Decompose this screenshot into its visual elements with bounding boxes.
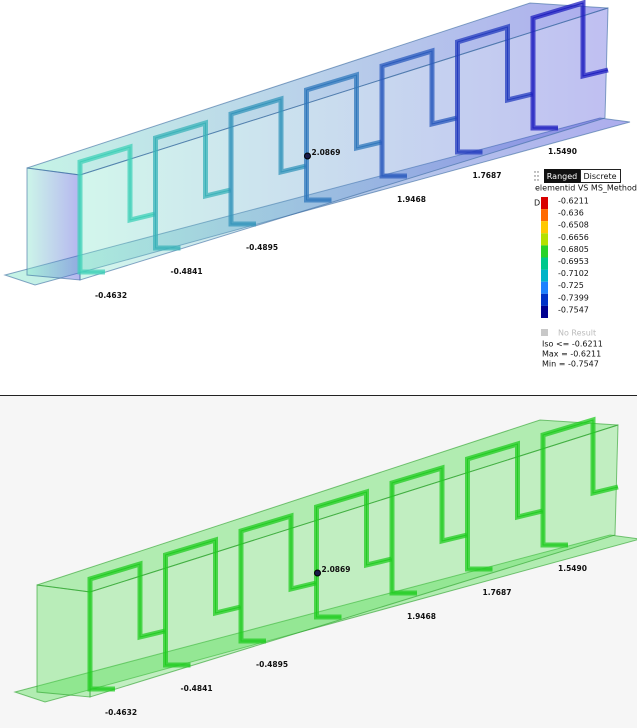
legend-swatch	[541, 281, 548, 294]
node-label: -0.4632	[105, 708, 137, 717]
legend-label: -0.6211	[558, 197, 589, 206]
legend-swatch	[541, 257, 548, 270]
node-marker	[304, 152, 311, 160]
no-result: No Result	[558, 329, 596, 338]
legend-swatch	[541, 221, 548, 234]
stiffener-edge	[316, 491, 392, 618]
legend-label: -0.636	[558, 209, 584, 218]
legend-label: -0.7547	[558, 305, 589, 314]
legend-title: elementid VS MS_Method	[535, 184, 637, 193]
min: Min = -0.7547	[542, 360, 599, 369]
discrete-button[interactable]	[580, 169, 621, 183]
legend: Ranged Discrete elementid VS MS_Method D…	[534, 169, 637, 369]
beam-bottom: -0.4632 -0.4841 -0.4895 2.0869 1.9468 1.7687 1…	[13, 416, 637, 717]
legend-label: -0.7102	[558, 269, 589, 278]
node-marker	[314, 569, 321, 577]
node-label: -0.4841	[181, 684, 213, 693]
stiffener-edge	[532, 2, 609, 129]
node-label: 1.9468	[397, 195, 426, 204]
end-face	[36, 584, 91, 698]
legend-header: D	[534, 199, 540, 208]
node-label: 1.7687	[483, 588, 512, 597]
stiffener-edge	[89, 563, 166, 690]
node-label: 1.9468	[407, 612, 436, 621]
stiffener-edge	[542, 419, 619, 546]
discrete-label[interactable]: Discrete	[583, 172, 616, 181]
node-label: 1.5490	[558, 564, 587, 573]
node-label: -0.4841	[171, 267, 203, 276]
max: Max = -0.6211	[542, 350, 601, 359]
no-result-swatch	[541, 329, 548, 336]
legend-label: -0.6508	[558, 221, 589, 230]
node-label: -0.4895	[256, 660, 288, 669]
node-label: 2.0869	[312, 148, 341, 157]
node-label: -0.4632	[95, 291, 127, 300]
iso: Iso <= -0.6211	[542, 340, 603, 349]
legend-swatch	[541, 305, 548, 318]
ranged-button[interactable]	[544, 169, 580, 183]
ranged-label[interactable]: Ranged	[547, 172, 577, 181]
node-label: 1.7687	[473, 171, 502, 180]
stiffener-edge	[240, 515, 317, 642]
stiffener-edge	[457, 26, 533, 153]
beam-top: -0.4632 -0.4841 -0.4895 2.0869 1.9468 1.7687 1…	[3, 0, 631, 300]
stiffener-edge	[306, 74, 382, 201]
end-face	[26, 167, 81, 281]
node-label: 2.0869	[322, 565, 351, 574]
stiffener-edge	[79, 146, 156, 273]
legend-swatch	[541, 245, 548, 258]
legend-label: -0.725	[558, 281, 584, 290]
stiffener-edge	[381, 50, 458, 177]
stiffener-edge	[467, 443, 543, 570]
node-label: 1.5490	[548, 147, 577, 156]
stiffener-edge	[165, 539, 241, 666]
legend-swatch	[541, 293, 548, 306]
stiffener-edge	[230, 98, 307, 225]
legend-label: -0.6953	[558, 257, 589, 266]
stiffener-edge	[391, 467, 468, 594]
legend-label: -0.6805	[558, 245, 589, 254]
legend-label: -0.6656	[558, 233, 589, 242]
legend-swatch	[541, 209, 548, 222]
node-label: -0.4895	[246, 243, 278, 252]
stiffener-edge	[155, 122, 231, 249]
legend-swatch	[541, 197, 548, 210]
drag-handle	[534, 171, 539, 181]
legend-swatch	[541, 269, 548, 282]
legend-swatch	[541, 233, 548, 246]
legend-label: -0.7399	[558, 293, 589, 302]
